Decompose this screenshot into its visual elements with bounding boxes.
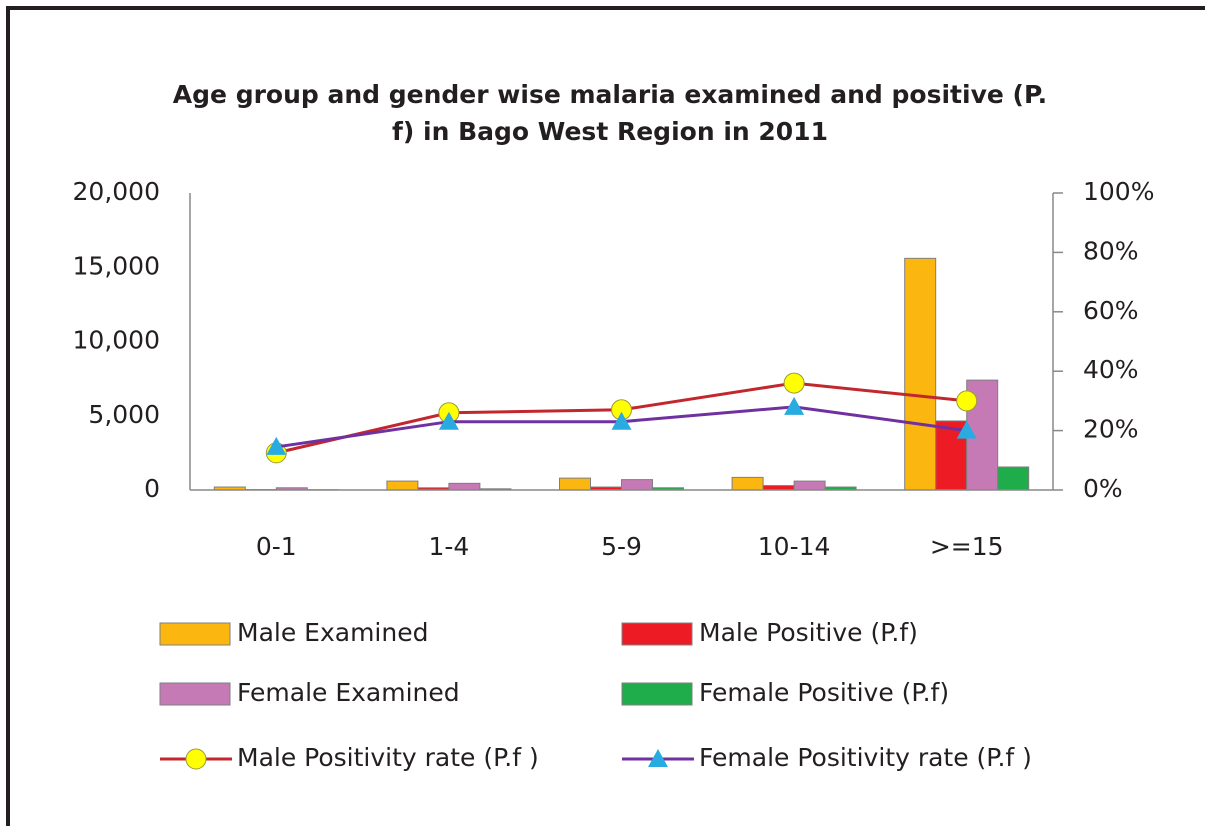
y2-tick-label: 100% — [1083, 177, 1154, 206]
legend-swatch — [621, 682, 693, 706]
legend-label: Female Positivity rate (P.f ) — [699, 743, 1032, 772]
bar — [386, 480, 419, 491]
y-tick-label: 20,000 — [73, 177, 160, 206]
y-tick-label: 15,000 — [73, 251, 160, 280]
y-tick-label: 0 — [144, 474, 160, 503]
line-marker — [956, 420, 977, 439]
bar — [559, 477, 591, 491]
y2-tick-label: 60% — [1083, 296, 1139, 325]
legend-label: Male Positivity rate (P.f ) — [237, 743, 539, 772]
legend-swatch — [621, 622, 693, 646]
legend-marker — [648, 749, 668, 767]
frame — [6, 6, 1205, 826]
y2-tick-label: 0% — [1083, 474, 1123, 503]
legend-label: Male Positive (P.f) — [699, 618, 918, 647]
line-marker — [611, 411, 632, 430]
legend-marker — [185, 748, 207, 770]
legend-label: Female Positive (P.f) — [699, 678, 949, 707]
chart-title: f) in Bago West Region in 2011 — [392, 117, 828, 146]
y2-tick-label: 80% — [1083, 236, 1139, 265]
line-marker — [956, 390, 978, 412]
bar — [997, 466, 1030, 491]
line-marker — [266, 436, 287, 455]
chart-title: Age group and gender wise malaria examin… — [173, 80, 1047, 109]
legend-swatch — [159, 682, 231, 706]
legend-label: Female Examined — [237, 678, 460, 707]
x-tick-label: >=15 — [930, 532, 1004, 561]
x-tick-label: 5-9 — [601, 532, 642, 561]
line-marker — [784, 396, 805, 415]
bar — [793, 480, 826, 491]
bar — [621, 479, 653, 491]
legend-swatch — [159, 622, 231, 646]
x-tick-label: 1-4 — [428, 532, 469, 561]
y2-tick-label: 40% — [1083, 355, 1139, 384]
line-marker — [783, 372, 805, 394]
y-tick-label: 10,000 — [73, 326, 160, 355]
x-tick-label: 0-1 — [256, 532, 297, 561]
line-marker — [438, 411, 459, 430]
bar — [448, 482, 481, 491]
y2-tick-label: 20% — [1083, 415, 1139, 444]
x-tick-label: 10-14 — [758, 532, 831, 561]
bar — [731, 476, 764, 491]
legend-label: Male Examined — [237, 618, 428, 647]
bar — [904, 257, 937, 491]
y-tick-label: 5,000 — [88, 400, 160, 429]
